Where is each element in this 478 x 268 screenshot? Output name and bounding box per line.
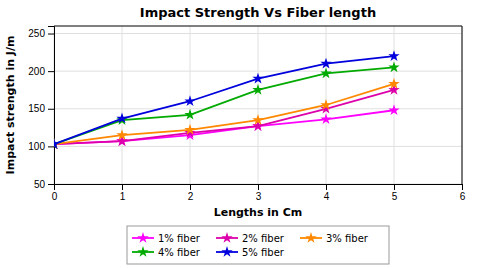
legend-marker <box>305 232 316 243</box>
y-tick-label: 50 <box>34 179 46 190</box>
legend-item: 5% fiber <box>216 246 285 257</box>
point-marker <box>116 129 127 140</box>
y-tick: 250 <box>28 28 54 39</box>
plot: 0 1 2 3 4 5 6 50 100 150 200 250 <box>28 26 465 202</box>
x-tick-mark <box>258 184 259 190</box>
legend-label: 2% fiber <box>242 233 285 244</box>
x-tick: 5 <box>392 184 398 202</box>
legend-item: 4% fiber <box>132 246 201 257</box>
x-tick-mark <box>326 184 327 190</box>
plot-frame-right <box>462 26 463 184</box>
y-tick: 150 <box>28 103 54 114</box>
point-marker <box>388 61 399 72</box>
legend-marker <box>137 232 148 243</box>
series-line <box>54 67 394 144</box>
legend: 1% fiber 2% fiber 3% fiber 4% fiber 5% fiber <box>127 226 389 264</box>
point-marker <box>184 124 195 135</box>
point-marker <box>252 84 263 95</box>
series-line <box>54 56 394 144</box>
grid-line-x <box>462 26 463 184</box>
y-tick-mark <box>48 184 54 185</box>
legend-item: 1% fiber <box>132 232 201 243</box>
legend-label: 5% fiber <box>242 247 285 258</box>
point-marker <box>54 138 60 149</box>
point-marker <box>320 58 331 69</box>
point-marker <box>252 73 263 84</box>
point-marker <box>184 109 195 120</box>
point-marker <box>320 67 331 78</box>
legend-label: 3% fiber <box>326 233 369 244</box>
legend-marker <box>221 232 232 243</box>
legend-marker <box>221 246 232 257</box>
series-line <box>54 84 394 144</box>
y-tick: 50 <box>34 179 54 190</box>
point-marker <box>320 113 331 124</box>
point-marker <box>388 50 399 61</box>
legend-label: 4% fiber <box>158 247 201 258</box>
x-tick-label: 5 <box>392 191 398 202</box>
point-marker <box>320 99 331 110</box>
x-tick: 2 <box>188 184 194 202</box>
plot-frame-top <box>54 26 462 27</box>
series-line <box>54 110 394 144</box>
x-tick-mark <box>462 184 463 190</box>
x-tick-label: 3 <box>256 191 262 202</box>
y-tick-mark <box>48 109 54 110</box>
series-line <box>54 90 394 144</box>
y-tick: 100 <box>28 141 54 152</box>
point-marker <box>388 104 399 115</box>
point-marker <box>54 138 60 149</box>
x-tick: 0 <box>52 184 58 202</box>
x-tick-label: 2 <box>188 191 194 202</box>
x-tick-mark <box>122 184 123 190</box>
point-marker <box>184 95 195 106</box>
legend-item: 2% fiber <box>216 232 285 243</box>
grid-line-x <box>122 26 123 184</box>
point-marker <box>54 138 60 149</box>
x-tick-mark <box>394 184 395 190</box>
point-marker <box>388 78 399 89</box>
legend-marker <box>137 246 148 257</box>
y-tick-label: 150 <box>28 103 45 114</box>
title: Impact Strength Vs Fiber length <box>140 5 376 20</box>
grid <box>54 26 462 184</box>
y-tick: 200 <box>28 66 54 77</box>
x-tick-label: 0 <box>52 191 58 202</box>
y-tick-mark <box>48 34 54 35</box>
chart: 0 1 2 3 4 5 6 50 100 150 200 250 Impact Strength Vs … <box>0 0 478 268</box>
y-tick-mark <box>48 146 54 147</box>
x-axis: 0 1 2 3 4 5 6 <box>52 184 466 202</box>
x-tick: 1 <box>120 184 126 202</box>
x-tick-label: 6 <box>460 191 466 202</box>
y-tick-label: 250 <box>28 28 45 39</box>
legend-item: 3% fiber <box>300 232 369 243</box>
grid-line-x <box>258 26 259 184</box>
point-marker <box>252 114 263 125</box>
x-tick: 6 <box>460 184 466 202</box>
marks <box>54 50 400 149</box>
x-tick-label: 1 <box>120 191 126 202</box>
x-tick: 3 <box>256 184 262 202</box>
y-axis-line <box>48 27 55 185</box>
y-tick-mark <box>48 71 54 72</box>
legend-label: 1% fiber <box>158 233 201 244</box>
y-tick-label: 200 <box>28 66 45 77</box>
grid-line-x <box>190 26 191 184</box>
y-axis: 50 100 150 200 250 <box>28 27 54 190</box>
x-axis-title: Lengths in Cm <box>214 206 303 219</box>
x-axis-line <box>55 185 463 191</box>
x-tick-label: 4 <box>324 191 330 202</box>
x-tick-mark <box>190 184 191 190</box>
x-tick: 4 <box>324 184 330 202</box>
y-axis-title: Impact strength in J/m <box>4 36 17 175</box>
point-marker <box>116 113 127 124</box>
legend-box <box>127 226 389 264</box>
y-tick-label: 100 <box>28 141 45 152</box>
